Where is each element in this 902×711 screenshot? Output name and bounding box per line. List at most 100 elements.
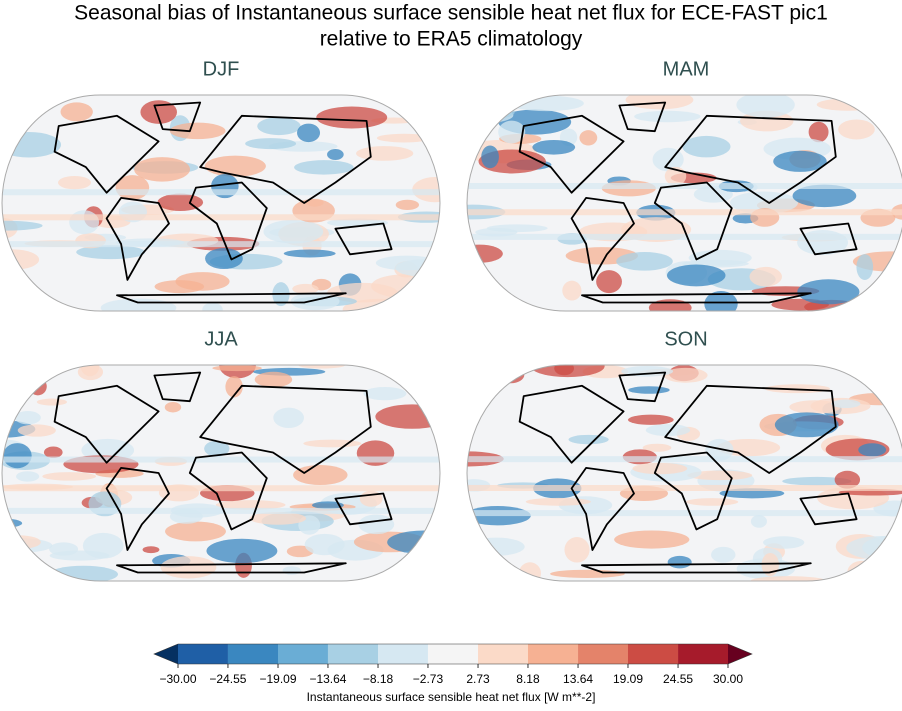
colorbar-extend-high <box>728 644 752 664</box>
field-patch <box>212 365 262 372</box>
field-patch <box>467 107 514 123</box>
coastline <box>116 292 347 304</box>
panel-title: SON <box>664 328 707 350</box>
field-patch <box>625 95 694 110</box>
field-patch <box>290 292 340 311</box>
field-patch <box>648 299 692 311</box>
field-patch <box>632 462 688 475</box>
colorbar-tick-label: 19.09 <box>613 672 643 686</box>
coastline <box>570 467 635 551</box>
coastline <box>53 114 160 194</box>
panel-title: JJA <box>204 328 238 350</box>
field-patch <box>36 398 68 406</box>
field-patch <box>28 377 47 396</box>
field-patch <box>134 157 191 182</box>
field-patch <box>736 95 795 118</box>
field-patch <box>525 497 591 506</box>
field-patch <box>831 399 861 409</box>
field-patch <box>816 98 879 111</box>
coastline <box>664 384 837 474</box>
field-patch <box>498 120 526 144</box>
colorbar-tick-label: 24.55 <box>663 672 693 686</box>
field-patch <box>847 300 902 311</box>
field-patch <box>858 443 887 457</box>
coastline <box>153 371 202 403</box>
colorbar-tick-label: −2.73 <box>413 672 444 686</box>
field-band <box>2 189 440 196</box>
field-patch <box>206 538 278 564</box>
field-patch <box>682 135 731 158</box>
coastline <box>799 492 858 526</box>
colorbar-extend-low <box>154 644 178 664</box>
field-patch <box>169 122 226 140</box>
coastline <box>570 197 635 281</box>
field-patch <box>808 121 829 143</box>
field-patch <box>774 412 839 438</box>
field-patch <box>363 386 407 401</box>
coastline <box>116 562 347 574</box>
field-patch <box>48 565 119 581</box>
field-patch <box>263 219 324 244</box>
field-patch <box>358 514 395 535</box>
field-patch <box>16 471 40 482</box>
field-patch <box>554 365 575 376</box>
field-patch <box>645 424 691 437</box>
colorbar-label: Instantaneous surface sensible heat net … <box>307 690 596 704</box>
coastline <box>618 371 667 403</box>
field-patch <box>628 386 670 394</box>
field-patch <box>140 100 177 124</box>
colorbar-segment <box>278 644 328 664</box>
field-band <box>467 510 902 517</box>
colorbar-tick-label: 30.00 <box>713 672 743 686</box>
field-patch <box>2 288 19 299</box>
field-patch <box>282 566 301 575</box>
field-patch <box>2 220 43 231</box>
field-patch <box>797 279 860 305</box>
field-patch <box>685 498 739 506</box>
field-patch <box>856 254 874 281</box>
field-patch <box>642 443 672 452</box>
field-patch <box>477 105 515 119</box>
field-band <box>2 485 440 492</box>
coastline <box>799 222 858 256</box>
field-patch <box>568 434 609 445</box>
field-band <box>2 214 440 221</box>
field-patch <box>82 532 124 559</box>
field-band <box>2 456 440 463</box>
field-patch <box>663 367 708 383</box>
field-patch <box>257 117 301 136</box>
field-patch <box>518 562 541 581</box>
colorbar-tick-label: −19.09 <box>259 672 296 686</box>
field-patch <box>789 400 841 414</box>
field-band <box>467 209 902 216</box>
field-patch <box>423 403 440 414</box>
colorbar-tick-label: 8.18 <box>516 672 540 686</box>
coastline <box>518 114 625 194</box>
field-patch <box>627 414 674 425</box>
colorbar-segment <box>378 644 428 664</box>
coastline <box>581 292 812 304</box>
colorbar-segment <box>178 644 228 664</box>
field-patch <box>614 530 690 549</box>
field-patch <box>564 537 590 563</box>
field-patch <box>704 290 738 311</box>
field-patch <box>204 155 266 177</box>
field-patch <box>165 521 226 542</box>
field-patch <box>616 252 673 271</box>
field-patch <box>861 572 902 581</box>
field-patch <box>14 411 41 425</box>
colorbar-segment <box>227 644 279 664</box>
field-patch <box>297 123 321 143</box>
field-patch <box>100 298 177 311</box>
field-patch <box>375 404 440 429</box>
colorbar-tick-label: −13.64 <box>309 672 346 686</box>
figure-title: Seasonal bias of Instantaneous surface s… <box>74 2 828 25</box>
field-patch <box>376 133 432 143</box>
colorbar-tick-label: 2.73 <box>466 672 490 686</box>
coastline <box>653 451 733 531</box>
field-patch <box>705 438 734 461</box>
field-patch <box>792 184 857 208</box>
field-patch <box>2 535 41 549</box>
field-patch <box>891 204 902 220</box>
coastline <box>153 101 202 133</box>
